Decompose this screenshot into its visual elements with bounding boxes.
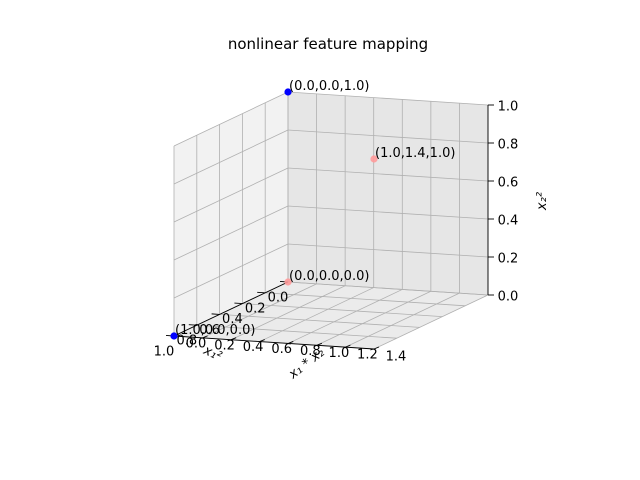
grid-line-y-floor: [316, 290, 432, 346]
grid-line-y-floor: [288, 289, 403, 344]
y-tick-mark: [316, 342, 323, 346]
x-tick-label: 0.6: [199, 323, 220, 338]
z-tick-label: 0.8: [498, 138, 519, 153]
grid-line-z-xz: [173, 129, 289, 185]
data-points: (0.0,0.0,0.0) (1.0,0.0,0.0) (0.0,0.0,1.0) (…: [170, 79, 455, 340]
z-tick-label: 0.6: [498, 176, 519, 191]
y-tick-label: 1.2: [357, 348, 378, 363]
data-point-0: [284, 278, 292, 286]
y-tick-mark: [373, 346, 380, 350]
data-point-label-1: (1.0,0.0,0.0): [175, 323, 255, 338]
axis-panes: [174, 92, 488, 349]
x-tick-label: 0.8: [176, 334, 197, 349]
grid-line-z-yz: [287, 91, 489, 106]
z-tick-label: 0.4: [498, 214, 519, 229]
grid-line-x-floor: [265, 292, 466, 307]
y-axis-line: [173, 335, 375, 350]
data-point-label-3: (1.0,1.4,1.0): [375, 146, 455, 161]
tick-labels: 0.00.20.40.60.81.00.0 0.2 0.4 0.6 0.8 1.0 1.2 1…: [154, 100, 519, 365]
x-tick-mark: [188, 324, 197, 326]
y-tick-label: 0.6: [271, 342, 292, 357]
chart-title: nonlinear feature mapping: [228, 35, 428, 53]
x-tick-label: 0.2: [245, 301, 266, 316]
z-tick-label: 0.2: [498, 252, 519, 267]
y-tick-mark: [230, 337, 237, 341]
grid-line-y-floor: [230, 285, 346, 341]
grid-line-x-floor: [196, 324, 397, 339]
z-tick-label: 0.0: [498, 290, 519, 305]
y-tick-mark: [288, 341, 294, 344]
grid-line-z-yz: [287, 129, 489, 144]
y-tick-mark: [259, 339, 265, 342]
grid-line-y-floor: [373, 294, 489, 350]
x-tick-mark: [257, 291, 266, 294]
z-tick-label: 1.0: [498, 100, 519, 115]
x-tick-mark: [234, 302, 243, 305]
pane-xz: [174, 92, 288, 336]
grid-line-z-yz: [287, 205, 489, 220]
grid-line-z-yz: [287, 243, 489, 258]
x-tick-mark: [211, 313, 220, 315]
grid-line-x-floor: [242, 303, 443, 317]
x-axis-line: [173, 281, 289, 337]
grid-line-y-floor: [202, 283, 317, 339]
y-tick-label: 0.8: [300, 344, 321, 359]
x-axis-label: x₁²: [200, 343, 224, 365]
y-tick-label: 0.2: [214, 338, 235, 353]
data-point-2: [284, 88, 292, 96]
grid-line-x-floor: [219, 314, 420, 328]
grid-line-z-yz: [287, 281, 489, 296]
data-point-label-2: (0.0,0.0,1.0): [289, 79, 369, 94]
y-tick-mark: [345, 344, 351, 348]
y-tick-label: 1.4: [386, 350, 407, 365]
y-tick-label: 1.0: [329, 346, 350, 361]
grid-line-z-xz: [173, 243, 289, 299]
y-tick-label: 0.0: [186, 337, 207, 352]
x-tick-label: 0.0: [268, 291, 289, 306]
grid-line-z-xz: [173, 205, 289, 261]
pane-yz: [288, 92, 488, 295]
grid-line-z-xz: [173, 91, 289, 147]
grid-lines: [173, 91, 489, 350]
data-point-3: [370, 155, 378, 163]
grid-line-z-xz: [173, 167, 289, 223]
x-tick-label: 0.4: [222, 312, 243, 327]
data-point-1: [170, 332, 178, 340]
data-point-label-0: (0.0,0.0,0.0): [289, 269, 369, 284]
y-tick-label: 0.4: [243, 340, 264, 355]
z-axis-label: x₂²: [535, 192, 550, 211]
grid-line-y-floor: [259, 287, 374, 342]
pane-xy: [174, 282, 488, 349]
x-tick-label: 1.0: [154, 345, 175, 360]
grid-line-z-yz: [287, 167, 489, 182]
y-tick-mark: [202, 335, 208, 339]
grid-line-y-floor: [345, 292, 460, 348]
